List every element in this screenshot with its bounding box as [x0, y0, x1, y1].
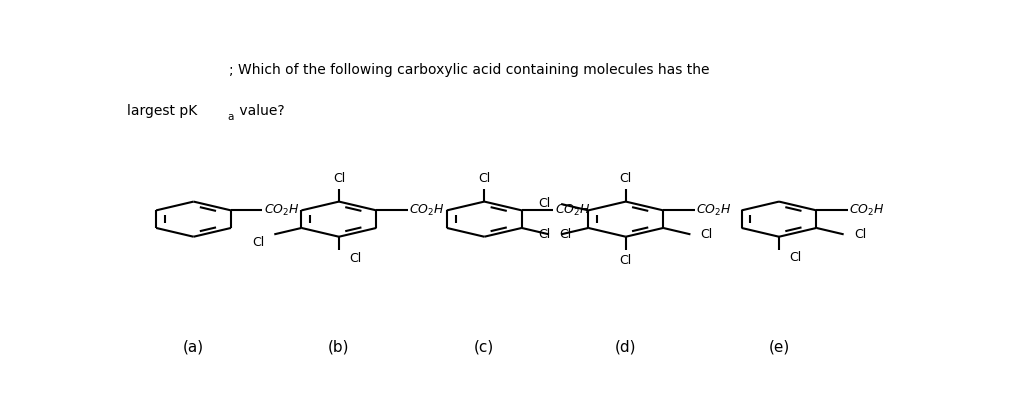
Text: Cl: Cl	[620, 254, 632, 267]
Text: Cl: Cl	[559, 228, 572, 241]
Text: Cl: Cl	[349, 251, 361, 265]
Text: ; Which of the following carboxylic acid containing molecules has the: ; Which of the following carboxylic acid…	[229, 63, 710, 77]
Text: Cl: Cl	[854, 228, 866, 241]
Text: value?: value?	[235, 104, 285, 118]
Text: Cl: Cl	[333, 172, 345, 185]
Text: Cl: Cl	[251, 237, 264, 249]
Text: largest pK: largest pK	[127, 104, 197, 118]
Text: Cl: Cl	[479, 172, 491, 185]
Text: (a): (a)	[183, 339, 204, 354]
Text: (c): (c)	[475, 339, 495, 354]
Text: Cl: Cl	[538, 198, 551, 210]
Text: Cl: Cl	[701, 228, 713, 241]
Text: $CO_2H$: $CO_2H$	[264, 203, 299, 218]
Text: $CO_2H$: $CO_2H$	[410, 203, 445, 218]
Text: Cl: Cl	[538, 228, 551, 241]
Text: Cl: Cl	[789, 251, 801, 264]
Text: a: a	[228, 112, 234, 122]
Text: Cl: Cl	[620, 172, 632, 185]
Text: $CO_2H$: $CO_2H$	[697, 203, 732, 218]
Text: (d): (d)	[615, 339, 637, 354]
Text: (e): (e)	[769, 339, 790, 354]
Text: $CO_2H$: $CO_2H$	[555, 203, 590, 218]
Text: (b): (b)	[329, 339, 350, 354]
Text: $CO_2H$: $CO_2H$	[850, 203, 885, 218]
